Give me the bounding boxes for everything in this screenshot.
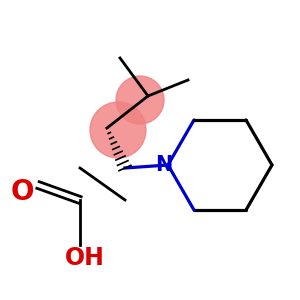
Circle shape	[90, 102, 146, 158]
Text: O: O	[10, 178, 34, 206]
Text: N: N	[155, 155, 173, 175]
Circle shape	[116, 76, 164, 124]
Text: OH: OH	[65, 246, 105, 270]
